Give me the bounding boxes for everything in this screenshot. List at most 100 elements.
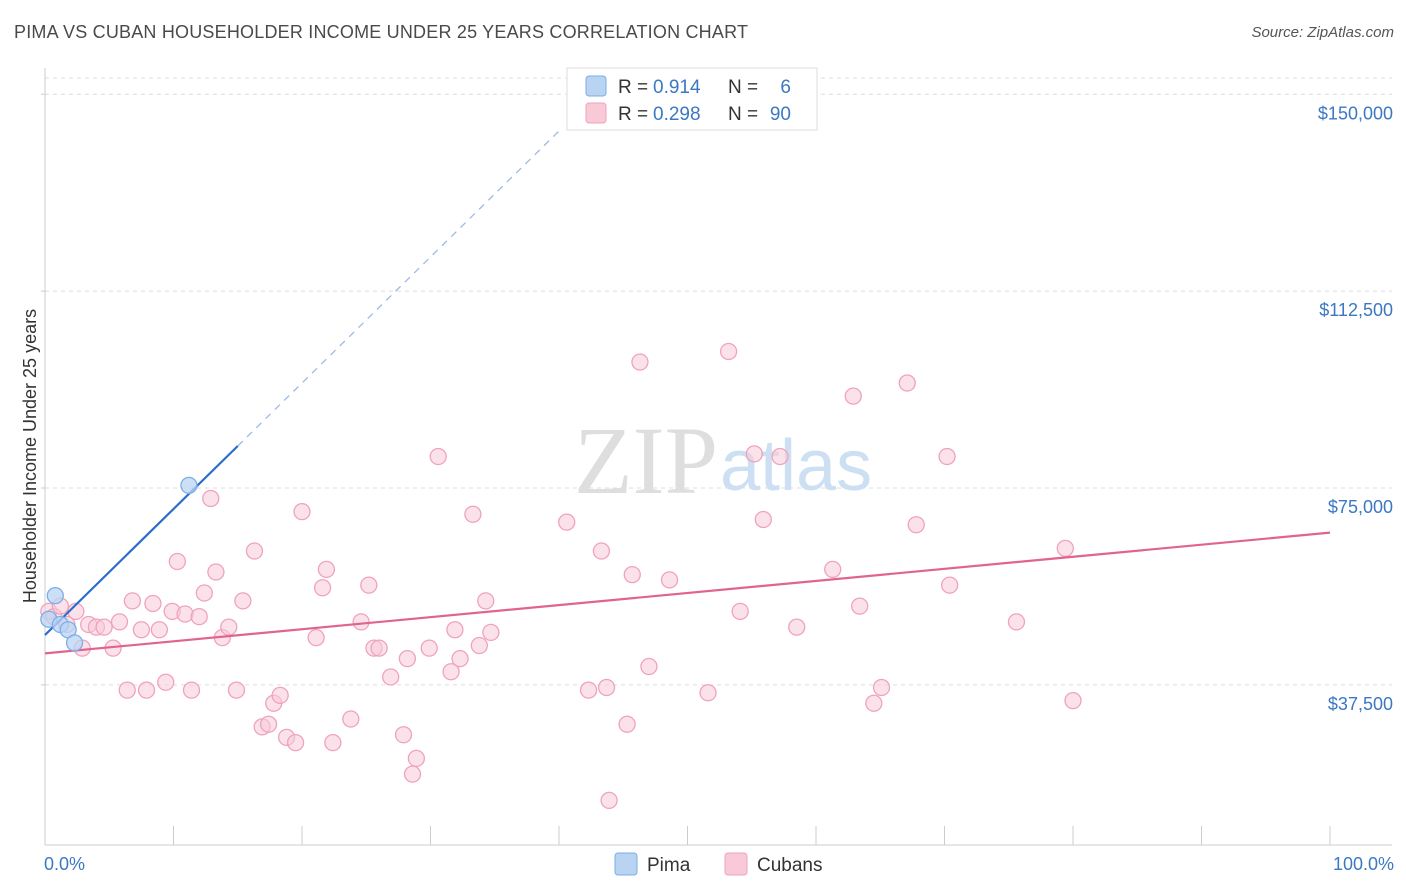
cubans-point-23 [195, 584, 213, 602]
cubans-point-62 [579, 681, 598, 699]
axes [44, 68, 1392, 846]
pima-r-label: R = [618, 77, 648, 98]
cubans-point-66 [618, 715, 636, 733]
pima-n-label: N = [728, 77, 758, 98]
cubans-point-59 [477, 592, 495, 610]
cubans-point-21 [182, 681, 201, 699]
x-min-label: 0.0% [44, 854, 85, 874]
cubans-point-34 [271, 686, 289, 705]
pima-r-value: 0.914 [653, 77, 701, 98]
y-tick-label-0: $37,500 [1328, 694, 1393, 714]
y-tick-labels: $37,500 $75,000 $112,500 $150,000 [1318, 103, 1393, 714]
cubans-point-41 [324, 733, 342, 752]
cubans-point-44 [360, 576, 378, 594]
cubans-point-39 [313, 579, 332, 597]
cubans-point-72 [731, 602, 749, 621]
cubans-point-22 [190, 607, 208, 626]
cubans-point-68 [631, 353, 649, 371]
cubans-point-46 [370, 639, 388, 657]
cubans-point-42 [342, 710, 360, 728]
cubans-point-28 [227, 681, 246, 699]
cubans-point-50 [403, 765, 422, 783]
y-tick-label-1: $75,000 [1328, 497, 1393, 517]
cubans-point-40 [317, 560, 336, 579]
pima-trend [44, 130, 560, 636]
cubans-point-52 [420, 639, 438, 657]
cubans-point-75 [771, 447, 789, 466]
x-max-label: 100.0% [1333, 854, 1394, 874]
cubans-r-label: R = [618, 104, 648, 125]
cubans-series [40, 342, 1082, 810]
cubans-point-87 [1056, 539, 1074, 558]
pima-legend-label: Pima [647, 855, 691, 876]
stats-legend: R = 0.914 N = 6 R = 0.298 N = 90 [566, 67, 818, 131]
pima-legend-swatch [585, 75, 607, 97]
cubans-n-value: 90 [770, 104, 791, 125]
cubans-point-84 [938, 447, 956, 466]
cubans-point-69 [660, 571, 679, 589]
cubans-point-15 [144, 594, 162, 613]
cubans-point-76 [788, 618, 806, 636]
cubans-point-60 [482, 623, 500, 642]
cubans-point-73 [745, 445, 763, 463]
y-tick-label-3: $150,000 [1318, 103, 1393, 123]
cubans-r-value: 0.298 [653, 104, 701, 125]
cubans-point-61 [558, 513, 576, 531]
cubans-point-71 [719, 342, 738, 361]
cubans-point-17 [157, 673, 175, 691]
cubans-point-51 [407, 749, 426, 768]
cubans-legend-label: Cubans [757, 855, 823, 876]
cubans-point-67 [623, 565, 641, 584]
chart-source: Source: ZipAtlas.com [1251, 24, 1394, 41]
cubans-point-30 [245, 542, 264, 560]
cubans-point-20 [176, 605, 194, 623]
pima-point-5 [180, 476, 198, 495]
cubans-point-85 [940, 576, 959, 594]
pima-trend-extension [237, 130, 560, 447]
y-axis-label: Householder Income Under 25 years [20, 309, 40, 603]
cubans-point-64 [597, 678, 616, 697]
stats-legend-box [566, 67, 818, 131]
cubans-point-36 [286, 733, 305, 752]
pima-swatch [614, 852, 638, 876]
cubans-point-57 [464, 505, 482, 523]
cubans-point-10 [110, 613, 129, 631]
cubans-point-13 [132, 621, 151, 639]
pima-point-1 [46, 586, 64, 605]
cubans-point-81 [872, 678, 891, 697]
pima-n-value: 6 [780, 77, 791, 98]
watermark-zip: ZIP [574, 407, 718, 514]
watermark-atlas: atlas [720, 426, 872, 506]
cubans-point-48 [394, 726, 413, 744]
cubans-point-54 [442, 663, 460, 681]
cubans-point-11 [118, 681, 136, 699]
cubans-trend [44, 531, 1331, 655]
cubans-point-89 [640, 657, 658, 676]
cubans-point-43 [352, 613, 370, 631]
cubans-point-38 [307, 628, 325, 647]
pima-trend-line [44, 445, 239, 636]
cubans-point-19 [168, 552, 187, 571]
cubans-point-83 [907, 516, 925, 534]
cubans-point-55 [446, 621, 464, 639]
series-legend: Pima Cubans [614, 852, 823, 876]
cubans-point-79 [851, 597, 869, 615]
cubans-point-16 [150, 621, 169, 639]
cubans-point-86 [1007, 613, 1026, 631]
cubans-legend-swatch [585, 102, 607, 124]
x-ticks [173, 826, 1331, 845]
cubans-point-70 [699, 684, 717, 702]
cubans-point-29 [234, 592, 252, 610]
cubans-point-65 [600, 791, 618, 810]
cubans-point-74 [754, 510, 772, 529]
cubans-point-12 [123, 592, 142, 610]
pima-series [40, 476, 198, 652]
cubans-point-32 [259, 715, 278, 733]
cubans-point-56 [451, 649, 469, 668]
cubans-point-80 [865, 694, 883, 712]
cubans-n-label: N = [728, 104, 758, 125]
cubans-point-14 [137, 681, 156, 699]
cubans-point-8 [95, 618, 113, 636]
cubans-point-24 [202, 489, 220, 508]
cubans-point-77 [824, 560, 842, 579]
